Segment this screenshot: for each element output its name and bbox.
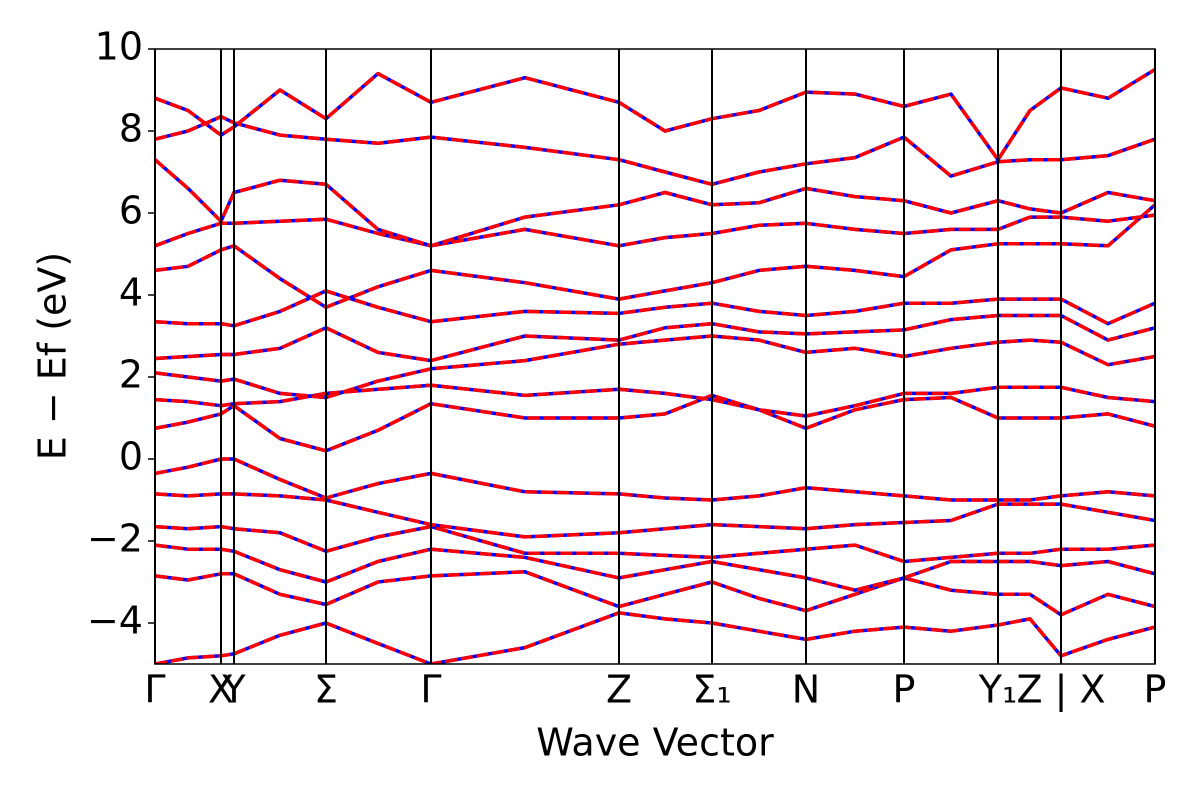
y-tick-label: −2 bbox=[87, 517, 143, 561]
x-tick-label: Γ bbox=[144, 668, 165, 712]
band bbox=[155, 543, 1155, 592]
y-tick-label: 2 bbox=[119, 353, 143, 397]
band-underlay bbox=[155, 393, 1155, 453]
band bbox=[155, 457, 1155, 502]
band bbox=[155, 611, 1155, 664]
x-tick-label: Z | X bbox=[1016, 668, 1105, 713]
band bbox=[155, 213, 1155, 248]
band bbox=[155, 203, 1155, 310]
y-tick-label: 0 bbox=[119, 435, 143, 479]
x-tick-label: N bbox=[792, 668, 820, 712]
band-underlay bbox=[155, 457, 1155, 502]
x-axis-label: Wave Vector bbox=[536, 721, 774, 765]
x-tick-label: Σ bbox=[314, 668, 338, 712]
x-tick-label: Σ₁ bbox=[692, 668, 731, 712]
band bbox=[155, 114, 1155, 187]
x-tick-label: P bbox=[893, 668, 916, 712]
band-underlay bbox=[155, 383, 1155, 418]
y-tick-label: 10 bbox=[95, 25, 143, 69]
band bbox=[155, 334, 1155, 400]
x-tick-label: P bbox=[1144, 668, 1167, 712]
band bbox=[155, 524, 1155, 564]
band bbox=[155, 158, 1155, 248]
band bbox=[155, 68, 1155, 162]
band-underlay bbox=[155, 68, 1155, 162]
y-axis-label: E − Ef (eV) bbox=[31, 252, 75, 461]
bands bbox=[155, 68, 1155, 664]
band bbox=[155, 492, 1155, 539]
x-tick-label: X bbox=[208, 668, 234, 712]
band bbox=[155, 313, 1155, 363]
band bbox=[155, 289, 1155, 328]
y-tick-label: 4 bbox=[119, 271, 143, 315]
x-tick-label: Z bbox=[606, 668, 632, 712]
band bbox=[155, 383, 1155, 418]
y-tick-label: −4 bbox=[87, 599, 143, 643]
band-underlay bbox=[155, 611, 1155, 664]
y-tick-label: 8 bbox=[119, 107, 143, 151]
band bbox=[155, 570, 1155, 617]
y-tick-label: 6 bbox=[119, 189, 143, 233]
band bbox=[155, 393, 1155, 453]
x-tick-label: Y₁ bbox=[978, 668, 1017, 712]
x-tick-label: Γ bbox=[420, 668, 441, 712]
x-tick-label: Y bbox=[221, 668, 246, 712]
